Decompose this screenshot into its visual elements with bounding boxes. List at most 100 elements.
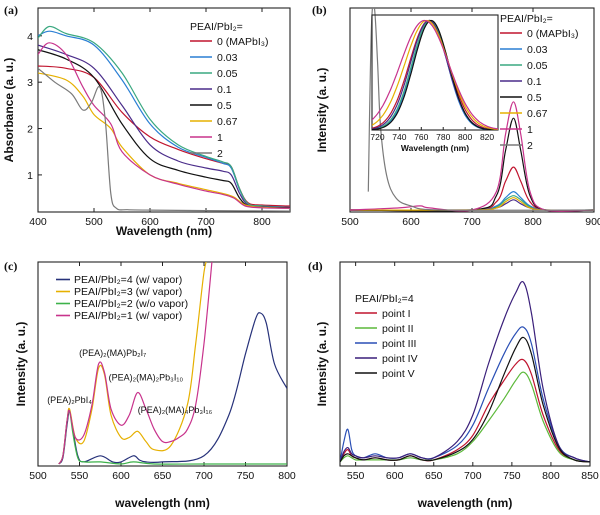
inset-line-6 (372, 19, 498, 130)
x-tick-label: 750 (237, 470, 255, 482)
legend-label: point II (382, 323, 414, 335)
inset-line-7 (372, 19, 498, 130)
x-tick-label: 800 (524, 216, 542, 228)
series-group (350, 8, 594, 212)
legend-label: 0.03 (217, 52, 238, 64)
series-group (38, 25, 290, 212)
series-line-7 (38, 42, 290, 209)
legend-title: PEAI/PbI₂= (500, 13, 553, 25)
annotation-4: (PEA)₂(MA)₄Pb₃I₁₆ (138, 405, 213, 415)
inset-line-5 (372, 19, 498, 130)
inset-series-group (372, 19, 498, 130)
legend-label: 0.5 (527, 92, 542, 104)
series-line-2 (340, 371, 590, 463)
chart-panel-2: 500 600 700 800 900 (b) Intensity (a. u.) PEAI/… (312, 3, 600, 228)
x-axis-label: wavelength (nm) (417, 496, 513, 510)
panel-letter: (c) (4, 259, 17, 273)
legend-label: point I (382, 308, 411, 320)
x-tick-label: 600 (112, 470, 130, 482)
y-tick-label: 4 (27, 31, 33, 43)
y-tick-label: 2 (27, 124, 33, 136)
series-line-2 (58, 262, 207, 465)
legend-label: 0.05 (527, 60, 548, 72)
annotation-2: (PEA)₂(MA)Pb₂I₇ (79, 348, 146, 358)
legend-label: 2 (217, 148, 223, 160)
x-axis-label: Wavelength (nm) (116, 224, 212, 238)
legend-label: 2 (527, 140, 533, 152)
series-group (340, 281, 590, 463)
y-axis-label: Intensity (a. u.) (315, 68, 329, 153)
series-line-2 (350, 191, 594, 211)
series-line-7 (350, 101, 594, 212)
series-line-4 (58, 262, 213, 465)
inset-x-tick-label: 800 (458, 132, 472, 142)
inset-x-tick-label: 740 (392, 132, 406, 142)
x-tick-label: 600 (402, 216, 420, 228)
legend-label: 0.1 (217, 84, 232, 96)
x-tick-label: 400 (29, 216, 47, 228)
chart-panel-1: 400 500 600 700 800 1 2 3 4 (a) Wavelength (nm) Abs… (2, 3, 291, 238)
x-tick-label: 800 (278, 470, 296, 482)
annotation-3: (PEA)₂(MA)₂Pb₃I₁₀ (109, 372, 184, 382)
legend-label: PEAI/PbI₂=1 (w/ vapor) (74, 310, 182, 322)
inset-chart: 720 740 760 780 800 820 Wavelength (nm) (370, 14, 499, 153)
inset-x-tick-label: 760 (414, 132, 428, 142)
y-axis-label: Intensity (a. u.) (315, 322, 329, 407)
legend-label: 0 (MAPbI₃) (217, 36, 269, 48)
x-tick-label: 600 (141, 216, 159, 228)
inset-line-1 (372, 19, 498, 130)
series-line-6 (38, 72, 290, 209)
x-tick-label: 800 (542, 470, 560, 482)
inset-x-tick-label: 720 (370, 132, 384, 142)
x-tick-label: 700 (464, 470, 482, 482)
legend-label: 0.67 (217, 116, 238, 128)
series-line-4 (340, 281, 590, 463)
series-line-5 (340, 336, 590, 463)
x-tick-label: 700 (197, 216, 215, 228)
panel-letter: (d) (308, 259, 323, 273)
legend-label: 0.03 (527, 44, 548, 56)
legend-label: point III (382, 338, 416, 350)
y-tick-label: 1 (27, 170, 33, 182)
legend-label: 0 (MAPbI₃) (527, 28, 579, 40)
x-tick-label: 550 (347, 470, 365, 482)
legend-label: 1 (217, 132, 223, 144)
legend-label: 0.5 (217, 100, 232, 112)
legend-label: 0.05 (217, 68, 238, 80)
panel-letter: (b) (312, 3, 327, 17)
x-tick-label: 650 (425, 470, 443, 482)
x-tick-label: 500 (85, 216, 103, 228)
x-tick-label: 800 (253, 216, 271, 228)
series-line-8 (38, 67, 290, 212)
x-tick-label: 550 (71, 470, 89, 482)
legend-label: 1 (527, 124, 533, 136)
series-line-4 (38, 44, 290, 208)
y-axis-label: Absorbance (a. u.) (2, 58, 16, 163)
chart-panel-4: 550 600 650 700 750 800 850 (d) wavelength (nm) I… (308, 259, 599, 510)
plot-frame (37, 7, 291, 213)
series-group (58, 262, 287, 465)
inset-x-axis-label: Wavelength (nm) (401, 143, 469, 153)
legend-label: 0.1 (527, 76, 542, 88)
inset-frame (371, 14, 499, 131)
x-axis-label: wavelength (nm) (114, 496, 210, 510)
legend-label: PEAI/PbI₂=4 (w/ vapor) (74, 274, 182, 286)
series-line-3 (38, 25, 290, 208)
inset-x-tick-label: 780 (436, 132, 450, 142)
legend-label: point IV (382, 353, 418, 365)
x-tick-label: 500 (341, 216, 359, 228)
x-tick-label: 750 (503, 470, 521, 482)
y-axis-label: Intensity (a. u.) (14, 322, 28, 407)
inset-x-tick-label: 820 (480, 132, 494, 142)
x-tick-label: 700 (195, 470, 213, 482)
annotation-1: (PEA)₂PbI₄ (47, 395, 92, 405)
x-tick-label: 700 (463, 216, 481, 228)
legend-label: PEAI/PbI₂=2 (w/o vapor) (74, 298, 188, 310)
panel-letter: (a) (4, 3, 18, 17)
legend-label: PEAI/PbI₂=3 (w/ vapor) (74, 286, 182, 298)
x-tick-label: 850 (581, 470, 599, 482)
series-line-3 (58, 409, 287, 465)
x-tick-label: 600 (386, 470, 404, 482)
plot-frame (339, 261, 591, 467)
x-tick-label: 650 (154, 470, 172, 482)
